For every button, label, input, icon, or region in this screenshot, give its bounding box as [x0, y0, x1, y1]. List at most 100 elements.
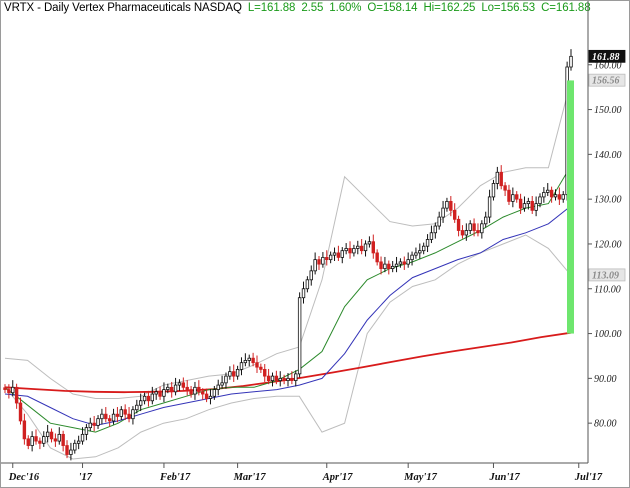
- candle-body: [367, 241, 372, 245]
- x-tick-label: Jun'17: [488, 472, 520, 483]
- candle-body: [201, 391, 205, 395]
- candle-body: [464, 230, 469, 236]
- candle-body: [371, 241, 375, 254]
- candle-body: [379, 261, 383, 270]
- candle-body: [73, 442, 77, 451]
- candle-body: [515, 194, 519, 200]
- candle-body: [270, 375, 275, 381]
- close-price: C=161.88: [541, 2, 591, 14]
- candle-body: [11, 386, 15, 394]
- candle-body: [352, 248, 356, 254]
- candle-body: [305, 279, 310, 290]
- candle-body: [503, 185, 507, 191]
- candle-body: [208, 395, 213, 399]
- high-price: Hi=162.25: [423, 2, 476, 14]
- candle-body: [138, 400, 143, 406]
- candle-body: [181, 382, 186, 388]
- candle-body: [239, 362, 244, 370]
- chart-header: VRTX - Daily Vertex Pharmaceuticals NASD…: [4, 2, 591, 14]
- candle-body: [526, 200, 531, 205]
- candle-body: [518, 198, 523, 209]
- candle-body: [325, 256, 329, 261]
- last-price: L=161.88: [247, 2, 296, 14]
- candle-body: [259, 366, 263, 370]
- candle-body: [30, 436, 34, 446]
- candle-body: [309, 270, 313, 281]
- bollinger-lower-line: [4, 234, 572, 460]
- candle-body: [530, 200, 534, 211]
- candle-body: [127, 413, 131, 420]
- candle-body: [561, 194, 565, 200]
- candle-body: [104, 413, 108, 420]
- candle-body: [115, 413, 120, 417]
- candle-body: [61, 433, 65, 446]
- x-axis: Dec'16 '17 Feb'17 Mar'17 Apr'17 May'17 Jun'17 J…: [8, 463, 603, 483]
- candle-body: [266, 375, 271, 381]
- candle-body: [189, 389, 193, 395]
- y-tick-label: 80.00: [594, 419, 617, 430]
- candle-body: [375, 252, 379, 263]
- candle-body: [290, 377, 294, 381]
- candle-body: [65, 445, 69, 455]
- candle-body: [468, 223, 472, 231]
- candle-body: [22, 420, 27, 440]
- candle-body: [204, 393, 209, 399]
- candle-body: [255, 362, 259, 368]
- candle-body: [538, 196, 542, 205]
- candle-body: [247, 357, 251, 361]
- candle-body: [301, 288, 306, 299]
- candle-body: [158, 391, 162, 397]
- candle-body: [472, 223, 476, 231]
- candle-body: [224, 375, 228, 384]
- candle-body: [26, 438, 30, 446]
- candle-body: [197, 386, 201, 393]
- candle-body: [317, 259, 321, 265]
- candle-body: [278, 377, 282, 381]
- candle-body: [394, 263, 399, 267]
- candle-body: [88, 422, 92, 429]
- candle-body: [53, 438, 58, 442]
- candle-body: [212, 389, 217, 397]
- candle-body: [557, 194, 562, 200]
- candle-body: [332, 252, 337, 256]
- candle-body: [449, 200, 453, 211]
- candle-body: [111, 413, 116, 422]
- candle-body: [429, 232, 434, 240]
- candle-body: [220, 382, 224, 386]
- candle-body: [228, 371, 232, 377]
- candle-body: [522, 203, 527, 209]
- candle-body: [84, 427, 89, 435]
- candle-body: [142, 395, 147, 402]
- candle-body: [69, 449, 73, 455]
- candle-body: [92, 422, 96, 426]
- last-price-label: 161.88: [592, 52, 620, 63]
- candle-body: [387, 263, 391, 269]
- candle-body: [433, 225, 438, 234]
- candle-body: [340, 250, 344, 258]
- candle-body: [166, 386, 170, 390]
- candle-body: [38, 440, 42, 444]
- candle-body: [487, 196, 492, 218]
- x-tick-label: '17: [79, 472, 93, 483]
- candle-body: [569, 55, 573, 68]
- candle-body: [348, 248, 352, 254]
- candle-body: [336, 252, 341, 258]
- candle-body: [135, 404, 139, 411]
- candle-body: [499, 171, 503, 187]
- y-tick-label: 100.00: [594, 329, 622, 340]
- y-tick-label: 160.00: [594, 60, 622, 71]
- candle-body: [344, 248, 348, 252]
- candle-body: [173, 384, 178, 393]
- candle-body: [480, 223, 484, 234]
- candle-body: [96, 418, 100, 426]
- band-price-flag: [588, 268, 626, 282]
- bollinger-bands: [4, 80, 572, 460]
- candle-body: [150, 393, 155, 402]
- candle-body: [146, 395, 151, 402]
- candle-body: [107, 418, 112, 422]
- candle-body: [534, 203, 538, 211]
- y-tick-label: 130.00: [594, 195, 622, 206]
- low-price: Lo=156.53: [481, 2, 536, 14]
- candle-body: [193, 386, 197, 395]
